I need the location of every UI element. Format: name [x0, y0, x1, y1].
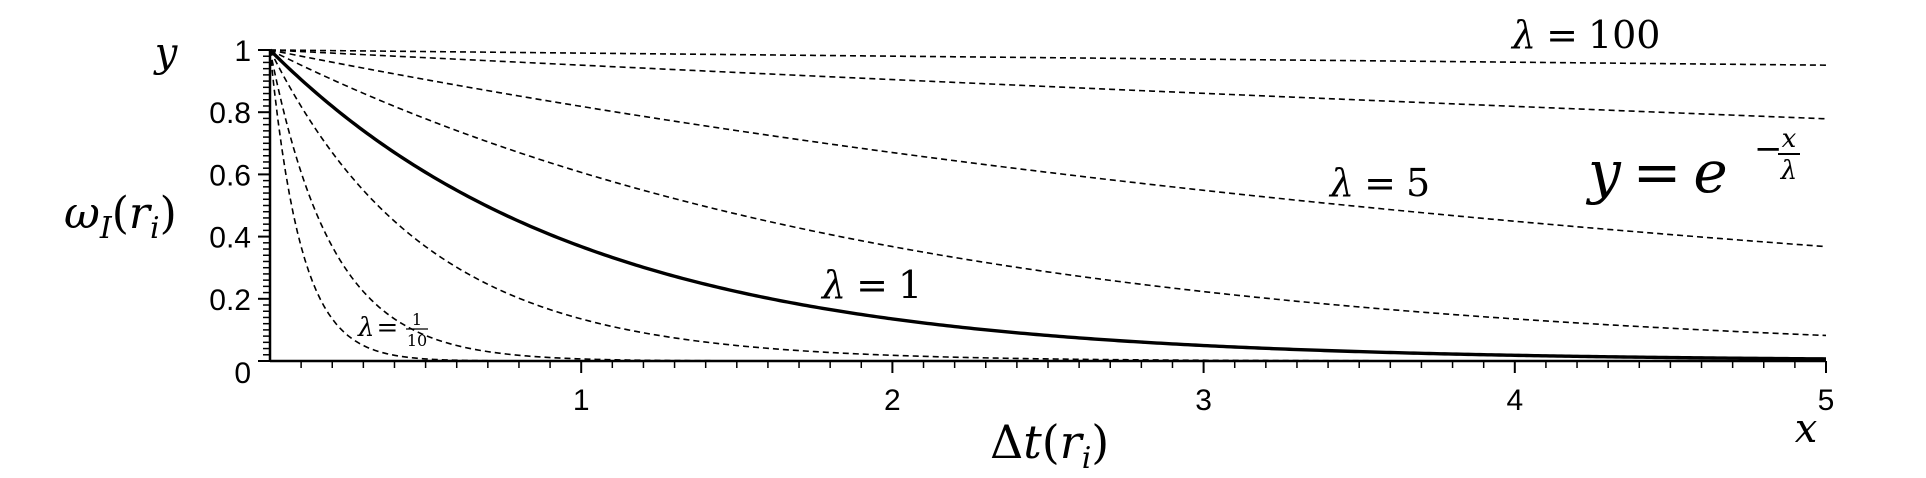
x-axis-label-sub: i [1082, 441, 1092, 476]
x-axis-label-close: ) [1091, 415, 1109, 469]
annotation-lambda-5-sym: λ [1328, 161, 1354, 205]
y-axis-label-r: r [129, 188, 153, 239]
x-axis-label-t: t [1023, 415, 1042, 469]
x-tick-label: 1 [573, 384, 590, 417]
x-axis-label-open: ( [1042, 415, 1060, 469]
x-corner-label: x [1795, 406, 1818, 452]
formula-lhs: y = e [1585, 138, 1728, 206]
annotation-lambda-1-sym: λ [820, 263, 846, 307]
annotation-lambda-100-value: 100 [1588, 13, 1661, 57]
x-axis-label-delta: Δ [990, 415, 1023, 469]
annotation-lambda-100-eq: = [1546, 13, 1578, 57]
series-line-lambda-20 [269, 49, 1827, 120]
annotation-lambda-tenth-den: 10 [407, 331, 427, 350]
series-line-lambda-1 [268, 48, 1827, 361]
annotation-lambda-tenth-eq: = [376, 313, 398, 343]
y-axis-label-sub-i: I [99, 211, 113, 246]
x-tick-label: 2 [884, 384, 901, 417]
annotation-lambda-5: λ = 5 [1328, 161, 1430, 205]
y-tick-label: 0 [234, 357, 251, 390]
x-axis-label: Δt(ri) [990, 415, 1109, 476]
formula-exp-den: λ [1780, 156, 1797, 186]
y-tick-label: 0.8 [209, 97, 251, 130]
annotation-lambda-tenth-num: 1 [412, 310, 422, 329]
formula-e: e [1693, 138, 1727, 206]
y-tick-label: 0.4 [209, 222, 251, 255]
annotation-lambda-1-value: 1 [898, 263, 922, 307]
series-line-lambda-5 [269, 49, 1827, 248]
annotation-lambda-1: λ = 1 [820, 263, 922, 307]
formula-exp-num: x [1782, 124, 1797, 154]
y-axis-label-open: ( [112, 188, 129, 239]
formula-eq: = [1633, 138, 1682, 206]
annotation-lambda-100: λ = 100 [1510, 13, 1660, 57]
formula-y: y [1585, 138, 1622, 206]
y-axis-label-sub: i [150, 211, 160, 246]
y-corner-label: y [153, 30, 179, 76]
x-axis-label-r: r [1060, 415, 1085, 469]
annotation-lambda-tenth-lhs: λ= [357, 313, 398, 343]
y-tick-label: 1 [234, 35, 251, 68]
annotation-lambda-100-sym: λ [1510, 13, 1536, 57]
x-tick-label: 3 [1195, 384, 1212, 417]
x-tick-label: 4 [1506, 384, 1523, 417]
annotation-lambda-tenth-sym: λ [357, 313, 374, 343]
formula-exp-sign: − [1754, 129, 1783, 169]
y-tick-label: 0.2 [209, 284, 251, 317]
formula: y = e − x λ [1585, 124, 1800, 206]
annotation-lambda-5-value: 5 [1406, 161, 1430, 205]
annotation-lambda-5-eq: = [1364, 161, 1396, 205]
x-tick-label: 5 [1818, 384, 1835, 417]
y-axis-label-close: ) [160, 188, 177, 239]
annotation-lambda-tenth: λ= 1 10 [357, 310, 428, 350]
y-axis-label-omega: ω [64, 188, 100, 239]
annotation-lambda-1-eq: = [856, 263, 888, 307]
y-axis-label: ωI(ri) [64, 188, 177, 246]
ticks-layer: 1 2 3 4 5 0 0.2 0.4 0.6 0.8 1 [209, 35, 1834, 417]
y-tick-label: 0.6 [209, 159, 251, 192]
series-line-lambda-2 [269, 49, 1827, 337]
